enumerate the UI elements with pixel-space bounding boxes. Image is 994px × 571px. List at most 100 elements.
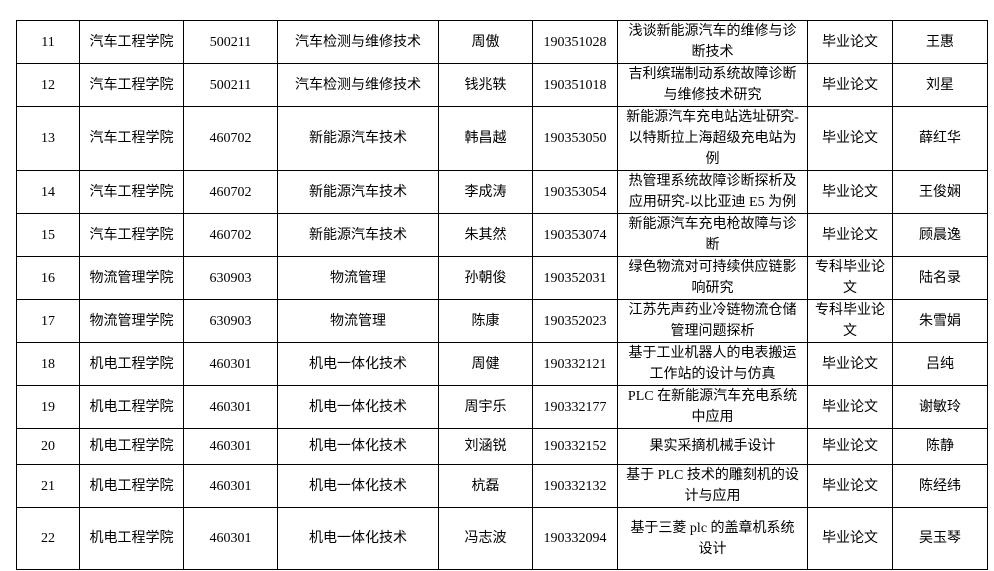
student-id-cell: 190332094 [532, 507, 618, 570]
thesis-type-cell: 毕业论文 [807, 20, 893, 64]
major-code-cell: 630903 [183, 256, 278, 300]
major-code-cell: 460301 [183, 342, 278, 386]
major-cell: 机电一体化技术 [277, 342, 439, 386]
major-cell: 物流管理 [277, 299, 439, 343]
major-code-cell: 460301 [183, 464, 278, 508]
student-name-cell: 朱其然 [438, 213, 533, 257]
student-id-cell: 190352023 [532, 299, 618, 343]
student-name-cell: 钱兆轶 [438, 63, 533, 107]
thesis-type-cell: 毕业论文 [807, 507, 893, 570]
thesis-type-cell: 专科毕业论文 [807, 299, 893, 343]
thesis-title-cell: 吉利缤瑞制动系统故障诊断与维修技术研究 [617, 63, 808, 107]
student-id-cell: 190351028 [532, 20, 618, 64]
advisor-cell: 王俊娴 [892, 170, 988, 214]
table-row: 20 机电工程学院 460301 机电一体化技术 刘涵锐 190332152 果实采摘机械手… [16, 428, 988, 465]
student-id-cell: 190332177 [532, 385, 618, 429]
table-row: 18 机电工程学院 460301 机电一体化技术 周健 190332121 基于工业机器人的… [16, 342, 988, 386]
row-number: 11 [16, 20, 80, 64]
thesis-title-cell: 绿色物流对可持续供应链影响研究 [617, 256, 808, 300]
thesis-title-cell: 新能源汽车充电站选址研究-以特斯拉上海超级充电站为例 [617, 106, 808, 171]
advisor-cell: 王惠 [892, 20, 988, 64]
row-number: 18 [16, 342, 80, 386]
student-id-cell: 190353050 [532, 106, 618, 171]
student-name-cell: 周宇乐 [438, 385, 533, 429]
major-code-cell: 460702 [183, 106, 278, 171]
advisor-cell: 顾晨逸 [892, 213, 988, 257]
thesis-table: 11 汽车工程学院 500211 汽车检测与维修技术 周傲 190351028 浅谈新能源汽… [16, 20, 988, 570]
thesis-type-cell: 毕业论文 [807, 342, 893, 386]
student-name-cell: 陈康 [438, 299, 533, 343]
row-number: 21 [16, 464, 80, 508]
table-row: 11 汽车工程学院 500211 汽车检测与维修技术 周傲 190351028 浅谈新能源汽… [16, 20, 988, 64]
row-number: 22 [16, 507, 80, 570]
major-code-cell: 500211 [183, 63, 278, 107]
table-row: 12 汽车工程学院 500211 汽车检测与维修技术 钱兆轶 190351018 吉利缤瑞制… [16, 63, 988, 107]
thesis-title-cell: 基于三菱 plc 的盖章机系统设计 [617, 507, 808, 570]
college-cell: 汽车工程学院 [79, 63, 184, 107]
major-code-cell: 460301 [183, 385, 278, 429]
student-id-cell: 190353074 [532, 213, 618, 257]
table-row: 22 机电工程学院 460301 机电一体化技术 冯志波 190332094 基于三菱 pl… [16, 507, 988, 570]
advisor-cell: 薛红华 [892, 106, 988, 171]
row-number: 20 [16, 428, 80, 465]
college-cell: 汽车工程学院 [79, 213, 184, 257]
thesis-type-cell: 毕业论文 [807, 170, 893, 214]
student-id-cell: 190332132 [532, 464, 618, 508]
major-code-cell: 460301 [183, 428, 278, 465]
major-code-cell: 460301 [183, 507, 278, 570]
advisor-cell: 谢敏玲 [892, 385, 988, 429]
advisor-cell: 吕纯 [892, 342, 988, 386]
thesis-title-cell: 基于 PLC 技术的雕刻机的设计与应用 [617, 464, 808, 508]
row-number: 15 [16, 213, 80, 257]
student-name-cell: 李成涛 [438, 170, 533, 214]
student-name-cell: 周傲 [438, 20, 533, 64]
major-cell: 机电一体化技术 [277, 464, 439, 508]
major-cell: 新能源汽车技术 [277, 106, 439, 171]
row-number: 17 [16, 299, 80, 343]
table-row: 13 汽车工程学院 460702 新能源汽车技术 韩昌越 190353050 新能源汽车充电… [16, 106, 988, 171]
thesis-title-cell: 果实采摘机械手设计 [617, 428, 808, 465]
major-code-cell: 500211 [183, 20, 278, 64]
thesis-title-cell: 新能源汽车充电枪故障与诊断 [617, 213, 808, 257]
thesis-type-cell: 毕业论文 [807, 106, 893, 171]
major-code-cell: 460702 [183, 170, 278, 214]
student-name-cell: 冯志波 [438, 507, 533, 570]
table-row: 19 机电工程学院 460301 机电一体化技术 周宇乐 190332177 PLC 在新能… [16, 385, 988, 429]
major-cell: 新能源汽车技术 [277, 170, 439, 214]
row-number: 12 [16, 63, 80, 107]
advisor-cell: 陆名录 [892, 256, 988, 300]
table-row: 16 物流管理学院 630903 物流管理 孙朝俊 190352031 绿色物流对可持续供应… [16, 256, 988, 300]
row-number: 14 [16, 170, 80, 214]
student-name-cell: 刘涵锐 [438, 428, 533, 465]
thesis-type-cell: 毕业论文 [807, 464, 893, 508]
student-name-cell: 韩昌越 [438, 106, 533, 171]
major-cell: 机电一体化技术 [277, 507, 439, 570]
college-cell: 汽车工程学院 [79, 20, 184, 64]
college-cell: 机电工程学院 [79, 507, 184, 570]
student-name-cell: 孙朝俊 [438, 256, 533, 300]
college-cell: 汽车工程学院 [79, 106, 184, 171]
row-number: 19 [16, 385, 80, 429]
thesis-title-cell: 浅谈新能源汽车的维修与诊断技术 [617, 20, 808, 64]
student-id-cell: 190353054 [532, 170, 618, 214]
advisor-cell: 朱雪娟 [892, 299, 988, 343]
college-cell: 物流管理学院 [79, 256, 184, 300]
major-cell: 汽车检测与维修技术 [277, 20, 439, 64]
college-cell: 机电工程学院 [79, 428, 184, 465]
thesis-type-cell: 毕业论文 [807, 385, 893, 429]
major-cell: 物流管理 [277, 256, 439, 300]
row-number: 13 [16, 106, 80, 171]
major-cell: 机电一体化技术 [277, 428, 439, 465]
student-id-cell: 190332121 [532, 342, 618, 386]
advisor-cell: 吴玉琴 [892, 507, 988, 570]
college-cell: 机电工程学院 [79, 385, 184, 429]
thesis-type-cell: 毕业论文 [807, 213, 893, 257]
thesis-title-cell: 热管理系统故障诊断探析及应用研究-以比亚迪 E5 为例 [617, 170, 808, 214]
advisor-cell: 陈经纬 [892, 464, 988, 508]
college-cell: 机电工程学院 [79, 342, 184, 386]
major-cell: 机电一体化技术 [277, 385, 439, 429]
student-id-cell: 190351018 [532, 63, 618, 107]
table-row: 14 汽车工程学院 460702 新能源汽车技术 李成涛 190353054 热管理系统故障… [16, 170, 988, 214]
thesis-title-cell: 江苏先声药业冷链物流仓储管理问题探析 [617, 299, 808, 343]
table-row: 21 机电工程学院 460301 机电一体化技术 杭磊 190332132 基于 PLC 技… [16, 464, 988, 508]
